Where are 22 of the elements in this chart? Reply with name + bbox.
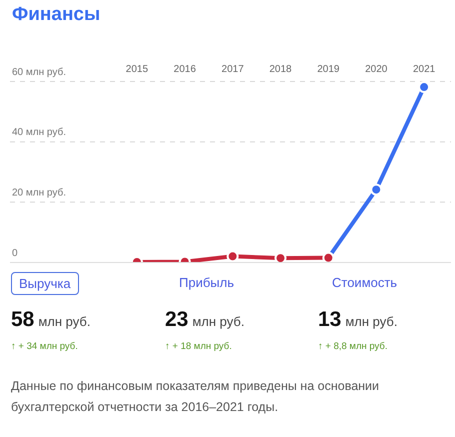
x-tick-label: 2021 — [412, 64, 436, 75]
chart-title: Финансы — [12, 4, 100, 26]
y-tick-label: 40 млн руб. — [12, 127, 66, 138]
text: Стоимость — [331, 274, 398, 292]
text: ↑ + 34 млн руб. — [11, 341, 78, 352]
text: Прибыль — [178, 274, 235, 292]
x-tick-label: 2015 — [126, 64, 148, 75]
text: 13 млн руб. — [318, 308, 398, 332]
text: ↑ + 8,8 млн руб. — [318, 341, 388, 352]
text: 58 млн руб. — [11, 308, 90, 332]
y-tick-label: 20 млн руб. — [12, 187, 66, 198]
x-tick-label: 2020 — [365, 64, 388, 75]
y-tick-label: 60 млн руб. — [12, 66, 66, 78]
text: ↑ + 18 млн руб. — [165, 341, 232, 352]
x-tick-label: 2018 — [269, 64, 292, 75]
y-tick-label: 0 — [12, 248, 18, 259]
text: 23 млн руб. — [165, 308, 244, 332]
x-tick-label: 2016 — [174, 64, 196, 75]
x-tick-label: 2019 — [317, 64, 340, 75]
text: Данные по финансовым показателям приведены на основании бухгалтерской отчетности за 2016–2021 годы. — [11, 378, 380, 416]
text: Выручка — [11, 272, 79, 295]
x-tick-label: 2017 — [222, 64, 244, 75]
